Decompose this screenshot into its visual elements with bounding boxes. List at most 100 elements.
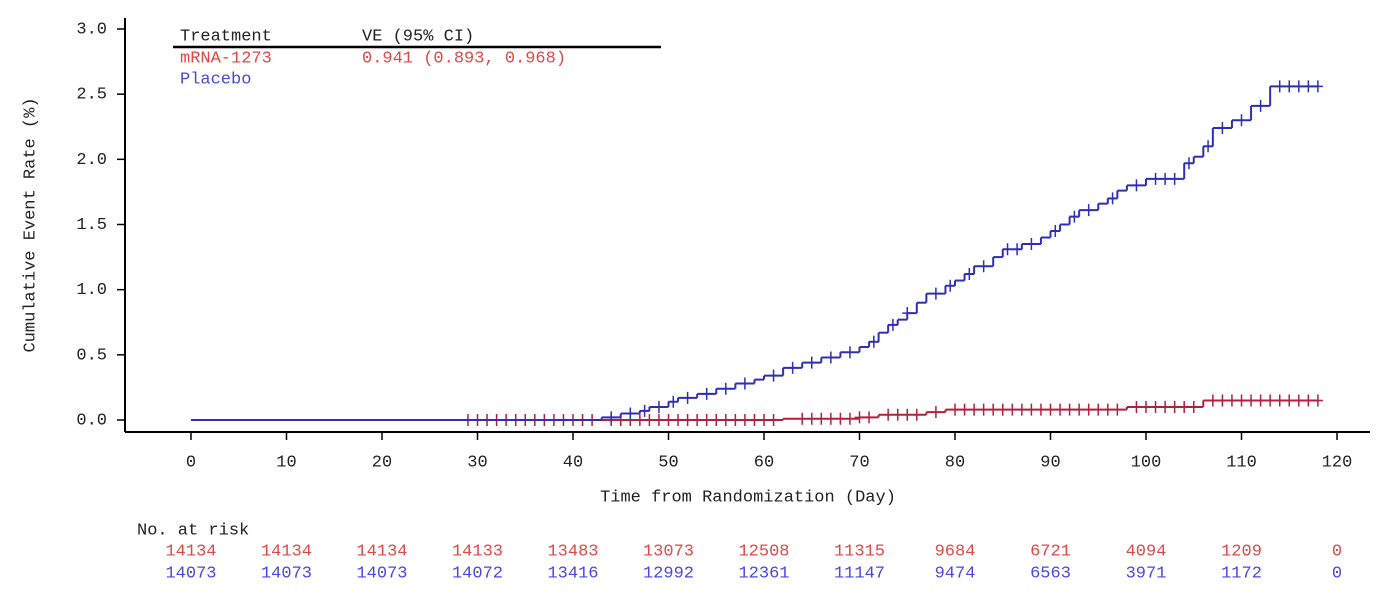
x-tick-label: 40 [563, 453, 583, 472]
censor-mark [668, 395, 679, 408]
censor-mark [1093, 403, 1104, 416]
legend-header: Treatment [180, 27, 272, 46]
censor-mark [739, 377, 750, 390]
censor-mark [720, 382, 731, 395]
censor-mark [835, 412, 846, 425]
at-risk-count: 11147 [834, 564, 885, 583]
censor-mark [825, 351, 836, 364]
at-risk-count: 14134 [356, 542, 407, 561]
x-tick-label: 90 [1040, 453, 1060, 472]
censor-mark [892, 408, 903, 421]
at-risk-count: 6563 [1030, 564, 1071, 583]
censor-mark [854, 411, 865, 424]
censor-mark [1131, 179, 1142, 192]
x-tick-label: 100 [1131, 453, 1162, 472]
censor-mark [1107, 192, 1118, 205]
censor-mark [768, 414, 779, 426]
censor-mark [644, 414, 655, 426]
y-tick-label: 2.0 [76, 151, 107, 170]
censor-mark [1074, 403, 1085, 416]
at-risk-count: 13073 [643, 542, 694, 561]
censor-mark [978, 403, 989, 416]
x-tick-label: 50 [658, 453, 678, 472]
at-risk-count: 14073 [356, 564, 407, 583]
censor-mark [639, 404, 650, 417]
censor-mark [1255, 394, 1266, 407]
censor-mark [1274, 394, 1285, 407]
censor-mark [964, 268, 975, 281]
y-tick-label: 1.0 [76, 281, 107, 300]
censor-mark [759, 414, 769, 426]
censor-mark [1236, 114, 1247, 127]
censor-mark [959, 403, 970, 416]
censor-mark [673, 414, 684, 426]
censor-mark [1246, 394, 1257, 407]
y-tick-label: 0.5 [76, 346, 107, 365]
censor-mark [864, 411, 875, 424]
censor-mark [930, 287, 941, 300]
censor-mark [1203, 140, 1214, 153]
censor-mark [1141, 400, 1151, 413]
censor-mark [1026, 403, 1037, 416]
censor-mark [1183, 157, 1194, 170]
at-risk-count: 12361 [738, 564, 789, 583]
censor-mark [1160, 172, 1171, 185]
censor-mark [883, 408, 894, 421]
censor-mark [653, 414, 664, 426]
censor-mark [1102, 403, 1113, 416]
censor-mark [768, 369, 779, 382]
censor-mark [1293, 80, 1304, 93]
censor-mark [682, 391, 693, 404]
censor-mark [1226, 394, 1237, 407]
censor-mark [978, 260, 989, 273]
censor-mark [1045, 403, 1056, 416]
censor-mark [806, 356, 817, 369]
at-risk-count: 9474 [935, 564, 976, 583]
censor-mark [806, 412, 817, 425]
censor-mark [682, 414, 693, 426]
censor-mark [797, 412, 808, 425]
y-axis-title: Cumulative Event Rate (%) [21, 97, 40, 352]
censor-mark [844, 346, 855, 359]
censor-mark [1012, 243, 1023, 256]
censor-mark [692, 414, 703, 426]
x-tick-label: 80 [945, 453, 965, 472]
censor-mark [1083, 403, 1094, 416]
censor-mark [1169, 400, 1180, 413]
censor-mark [1150, 400, 1161, 413]
censor-mark [1217, 394, 1228, 407]
legend-entry: mRNA-1273 [180, 49, 272, 68]
censor-mark [1312, 394, 1323, 407]
censor-mark [739, 414, 750, 426]
censor-mark [997, 403, 1008, 416]
censor-mark [902, 408, 913, 421]
censor-mark [701, 414, 712, 426]
censor-mark [988, 403, 999, 416]
censor-mark [730, 414, 741, 426]
at-risk-count: 11315 [834, 542, 885, 561]
at-risk-title: No. at risk [137, 521, 249, 540]
at-risk-count: 4094 [1126, 542, 1167, 561]
censor-mark [606, 411, 617, 424]
censor-mark [634, 414, 645, 426]
censor-mark [911, 408, 922, 421]
censor-mark [902, 307, 913, 320]
y-tick-label: 0.0 [76, 411, 107, 430]
at-risk-count: 14134 [261, 542, 312, 561]
censor-mark [868, 335, 879, 348]
censor-mark [1160, 400, 1171, 413]
x-tick-label: 0 [186, 453, 196, 472]
censor-mark [625, 407, 636, 420]
x-tick-label: 30 [467, 453, 487, 472]
censor-mark [1016, 403, 1027, 416]
legend-entry: Placebo [180, 70, 251, 89]
censor-mark [1064, 403, 1075, 416]
at-risk-count: 0 [1332, 564, 1342, 583]
y-tick-label: 2.5 [76, 86, 107, 105]
censor-mark [816, 412, 827, 425]
x-axis-title: Time from Randomization (Day) [600, 488, 896, 507]
censor-mark [950, 403, 960, 416]
x-tick-label: 20 [372, 453, 392, 472]
censor-mark [1050, 225, 1061, 238]
censor-mark [1265, 394, 1276, 407]
